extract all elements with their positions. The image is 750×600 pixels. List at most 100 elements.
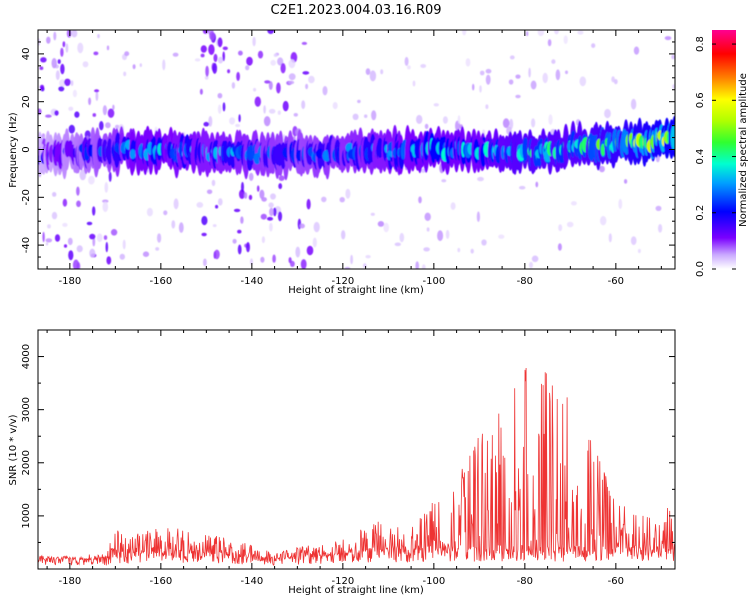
- heatmap-cell: [462, 30, 467, 36]
- heatmap-cell: [213, 53, 218, 63]
- heatmap-cell: [88, 97, 92, 106]
- heatmap-cell: [509, 118, 514, 130]
- heatmap-cell: [529, 261, 533, 269]
- heatmap-cell: [260, 213, 267, 220]
- heatmap-cell: [86, 221, 93, 226]
- heatmap-cell: [270, 59, 277, 66]
- heatmap-cell: [263, 116, 271, 127]
- heatmap-cell: [108, 171, 112, 182]
- spectrogram-y-label: Frequency (Hz): [8, 112, 19, 188]
- heatmap-cell: [502, 118, 510, 129]
- heatmap-cell: [600, 143, 606, 157]
- heatmap-cell: [276, 82, 281, 94]
- heatmap-cell: [273, 207, 277, 217]
- heatmap-cell: [421, 168, 426, 173]
- heatmap-cell: [618, 198, 623, 210]
- heatmap-cell: [96, 233, 103, 242]
- heatmap-cell: [106, 256, 112, 265]
- heatmap-cell: [99, 121, 104, 131]
- heatmap-cell: [82, 61, 89, 68]
- heatmap-cell: [162, 59, 166, 71]
- heatmap-cell: [67, 237, 73, 246]
- heatmap-cell: [54, 110, 59, 116]
- y-tick-label: 40: [21, 48, 32, 61]
- heatmap-cell: [272, 254, 276, 263]
- x-tick-label: -120: [331, 576, 354, 587]
- heatmap-cell: [102, 201, 109, 213]
- heatmap-cell: [278, 175, 285, 181]
- heatmap-cell: [293, 113, 298, 117]
- heatmap-cell: [369, 70, 377, 82]
- heatmap-cell: [102, 199, 109, 203]
- heatmap-cell: [394, 242, 401, 247]
- snr-frame: [37, 329, 676, 570]
- heatmap-cell: [212, 62, 218, 74]
- heatmap-cell: [70, 80, 74, 86]
- heatmap-cell: [119, 253, 126, 260]
- heatmap-cell: [655, 205, 662, 211]
- heatmap-cell: [424, 123, 429, 129]
- heatmap-cell: [196, 202, 204, 208]
- heatmap-cell: [47, 224, 51, 229]
- colorbar-gradient: [712, 30, 736, 269]
- heatmap-cell: [277, 110, 281, 115]
- heatmap-cell: [278, 183, 283, 190]
- y-tick-label: 20: [21, 95, 32, 108]
- heatmap-cell: [54, 234, 61, 242]
- spectrogram-x-ticks: -180 -160 -140 -120 -100 -80 -60: [46, 30, 662, 287]
- heatmap-cell: [93, 51, 99, 56]
- heatmap-cell: [268, 81, 273, 90]
- snr-y-label: SNR (10 * v/v): [8, 414, 19, 485]
- heatmap-cell: [238, 114, 241, 123]
- heatmap-cell: [412, 80, 416, 87]
- heatmap-cell: [237, 229, 242, 234]
- heatmap-cell: [232, 238, 237, 244]
- heatmap-cell: [364, 114, 368, 118]
- heatmap-cell: [558, 224, 563, 232]
- heatmap-cell: [637, 248, 641, 254]
- heatmap-cell: [481, 239, 487, 246]
- heatmap-cell: [537, 30, 545, 37]
- heatmap-cell: [212, 224, 217, 228]
- heatmap-cell: [65, 43, 69, 53]
- heatmap-cell: [42, 231, 45, 243]
- heatmap-cell: [433, 103, 439, 107]
- colorbar-tick-label: 0.6: [695, 92, 706, 108]
- heatmap-cell: [365, 68, 371, 75]
- heatmap-cell: [445, 229, 450, 239]
- heatmap-cell: [205, 65, 209, 77]
- heatmap-cell: [531, 118, 536, 128]
- heatmap-cell: [76, 200, 81, 208]
- heatmap-cell: [288, 73, 296, 81]
- heatmap-cell: [457, 115, 461, 124]
- heatmap-cell: [217, 104, 222, 114]
- x-tick-label: -180: [58, 576, 81, 587]
- heatmap-cell: [89, 233, 96, 240]
- colorbar-tick-label: 0.4: [695, 149, 706, 165]
- heatmap-cell: [288, 59, 296, 69]
- heatmap-cell: [341, 230, 346, 240]
- heatmap-cell: [519, 185, 526, 190]
- heatmap-cell: [415, 261, 419, 269]
- heatmap-cell: [437, 230, 444, 242]
- heatmap-cell: [77, 42, 84, 54]
- heatmap-cell: [268, 202, 274, 208]
- heatmap-cell: [51, 211, 58, 220]
- heatmap-cell: [240, 216, 244, 224]
- heatmap-cell: [322, 86, 328, 96]
- heatmap-cell: [365, 255, 371, 259]
- heatmap-cell: [52, 192, 57, 197]
- heatmap-cell: [344, 266, 351, 269]
- heatmap-cell: [300, 259, 307, 269]
- heatmap-cell: [39, 66, 44, 70]
- heatmap-cell: [280, 62, 286, 74]
- y-tick-label: -40: [21, 237, 32, 253]
- colorbar-tick-label: 0.2: [695, 205, 706, 221]
- heatmap-cell: [103, 235, 108, 240]
- heatmap-cell: [84, 130, 91, 139]
- heatmap-cell: [53, 31, 57, 41]
- heatmap-cell: [237, 244, 242, 255]
- x-tick-label: -60: [608, 276, 624, 287]
- heatmap-cell: [214, 249, 220, 260]
- heatmap-cell: [38, 108, 42, 115]
